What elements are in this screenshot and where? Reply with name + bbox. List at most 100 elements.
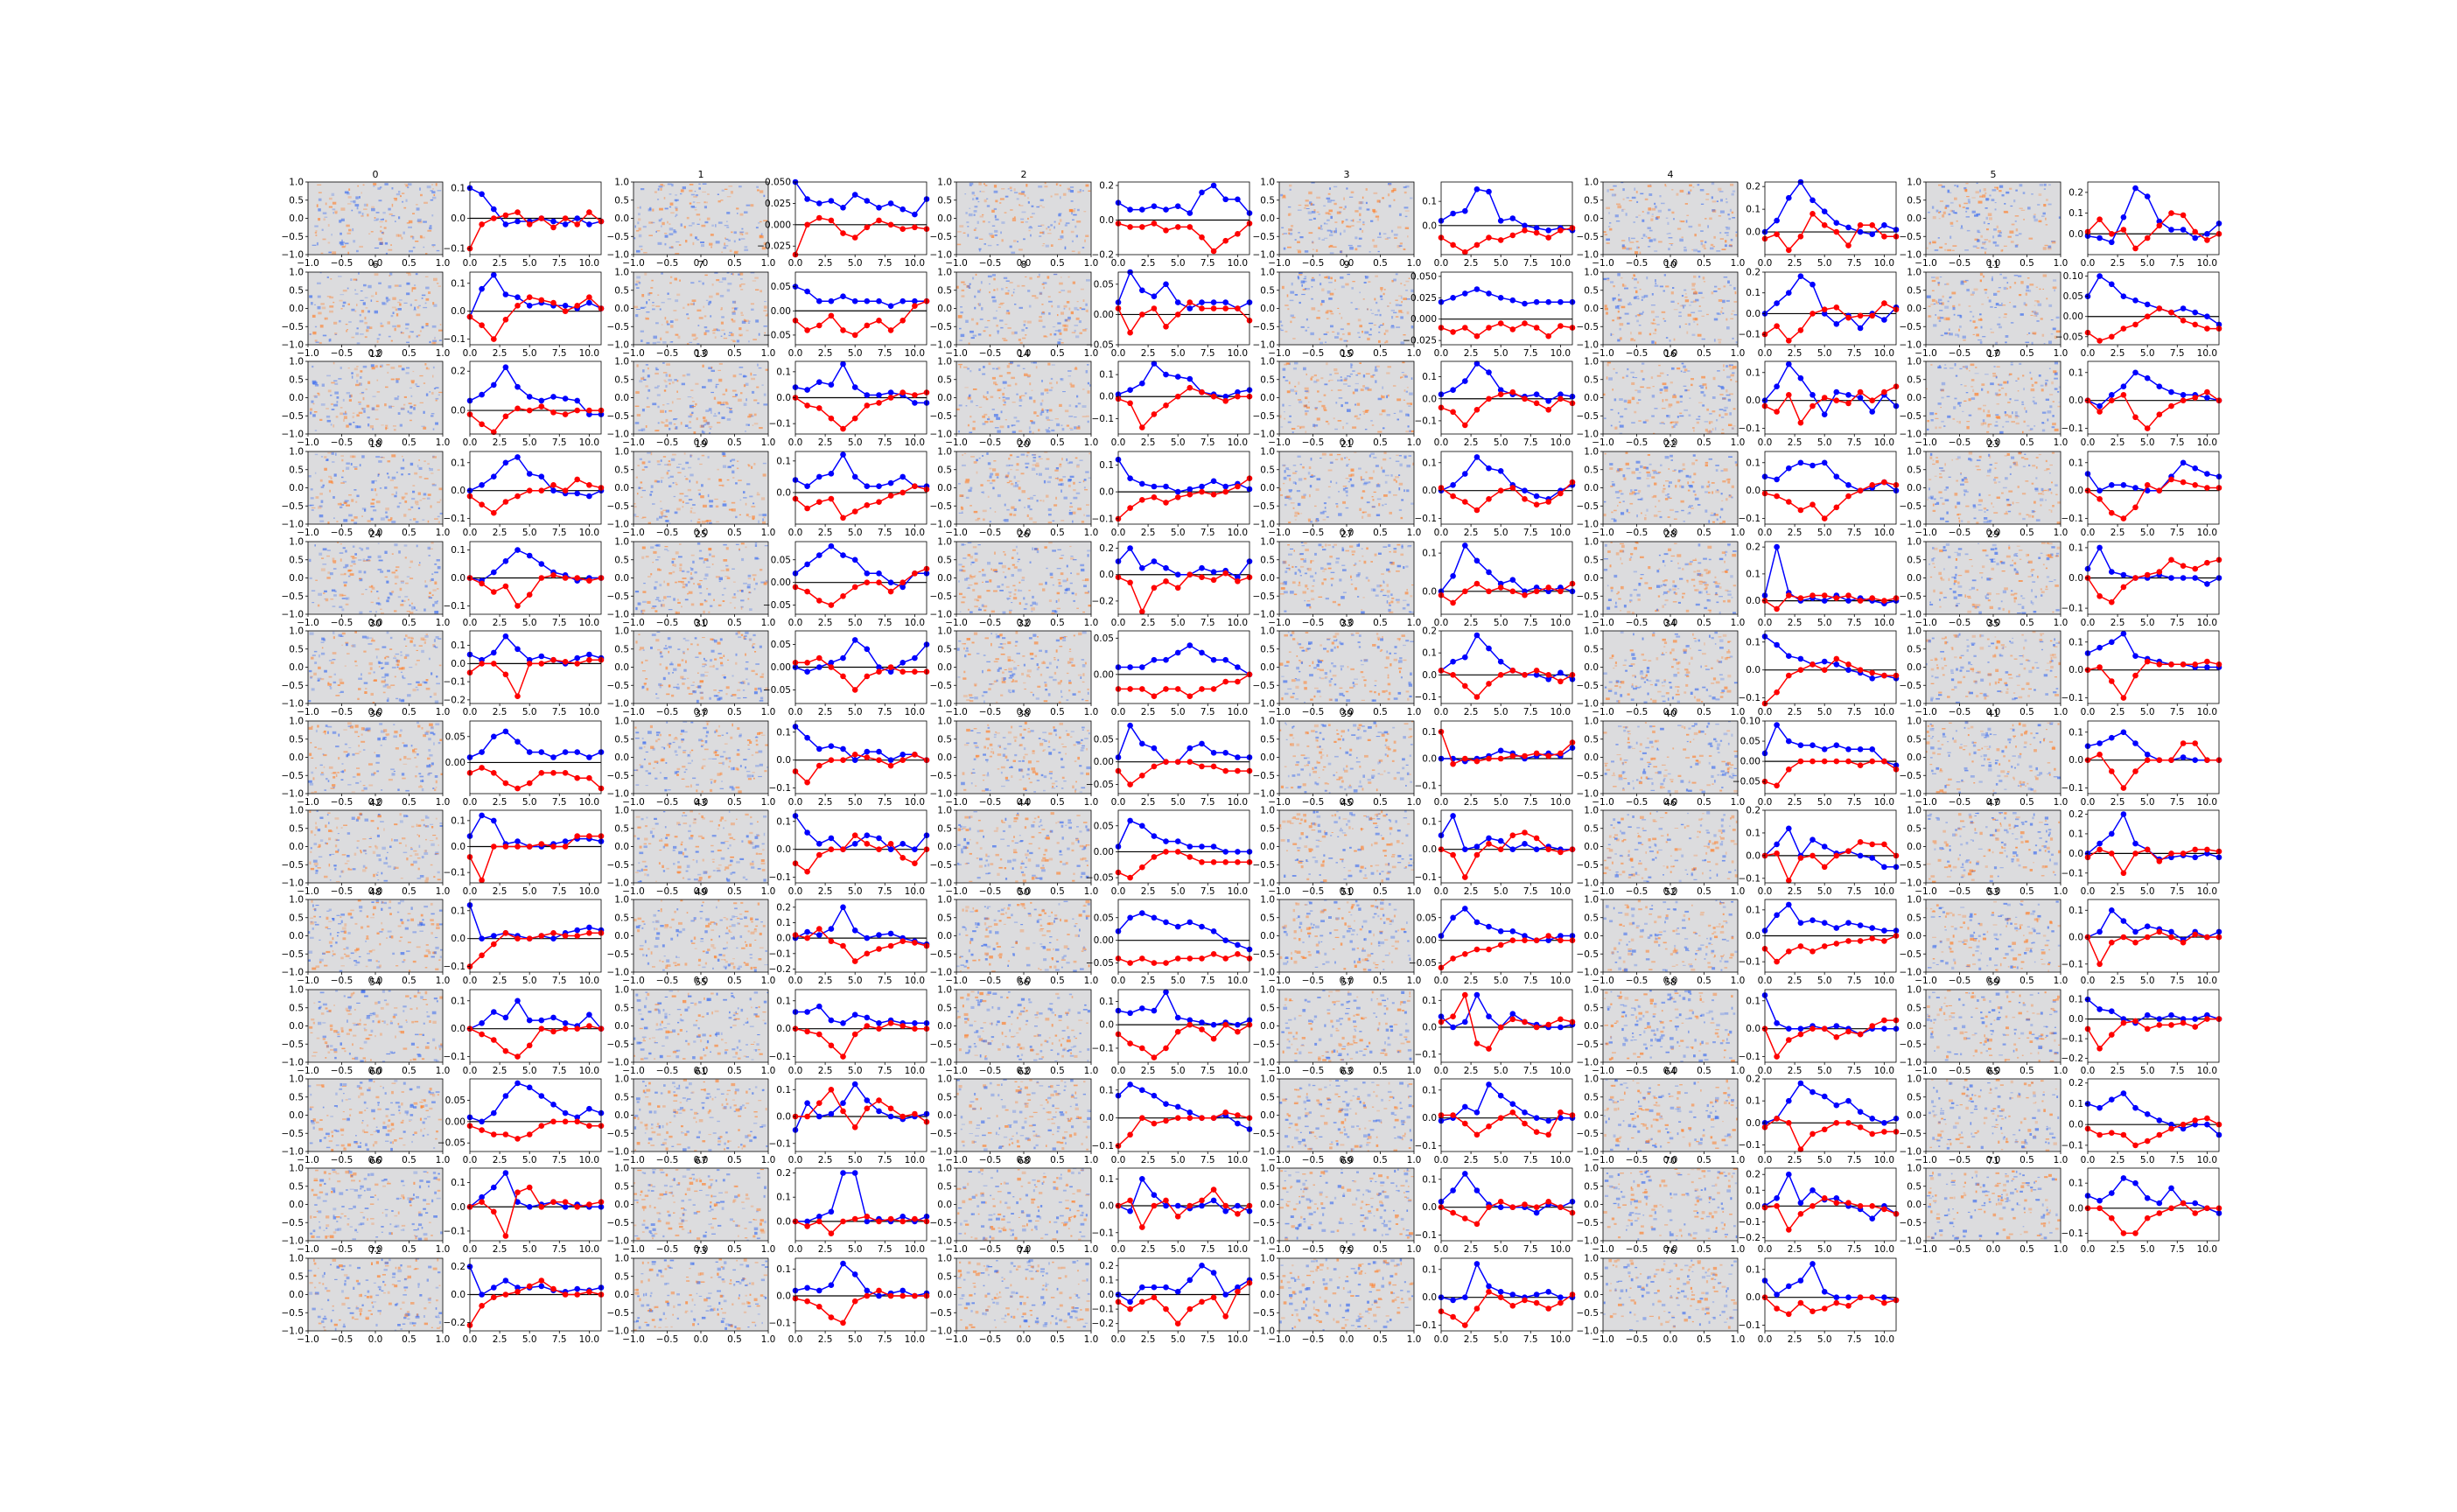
- heatmap-cell: [642, 226, 647, 228]
- heatmap-cell: [395, 308, 398, 312]
- heatmap-cell: [398, 216, 401, 220]
- heatmap-cell: [2005, 335, 2009, 338]
- heatmap-cell: [751, 377, 755, 381]
- heatmap-cell: [1935, 417, 1939, 419]
- heatmap-cell: [1995, 416, 2000, 418]
- heatmap-cell: [393, 429, 396, 431]
- subplot-grid: 0−1.0 −0.5 0.0 0.5 1.01.00.50.0−0.5−1.00.0 2.…: [282, 169, 2222, 1345]
- x-tick-label: 0.5: [1050, 528, 1065, 538]
- heatmap-cell: [1281, 285, 1284, 290]
- heatmap-cell: [2028, 237, 2034, 240]
- heatmap-cell: [1003, 404, 1006, 406]
- blue-series-point: [828, 471, 835, 477]
- heatmap-cell: [1030, 234, 1032, 237]
- heatmap-cell: [423, 220, 427, 223]
- heatmap-cell: [310, 488, 313, 491]
- heatmap-cell: [356, 342, 360, 345]
- heatmap-cell: [1045, 244, 1049, 248]
- heatmap-cell: [340, 455, 344, 457]
- heatmap-cell: [432, 196, 437, 200]
- heatmap-cell: [377, 473, 380, 477]
- heatmap-cell: [1326, 229, 1332, 232]
- heatmap-cell: [717, 401, 722, 404]
- heatmap-cell: [766, 313, 768, 315]
- heatmap-cell: [1704, 241, 1707, 243]
- x-tick-label: 7.5: [878, 528, 892, 538]
- heatmap-cell: [1062, 391, 1066, 393]
- heatmap-cell: [740, 289, 744, 290]
- heatmap-cell: [380, 365, 382, 368]
- heatmap-cell: [1042, 500, 1045, 502]
- blue-series-point: [526, 303, 533, 309]
- heatmap-cell: [1038, 455, 1041, 458]
- heatmap-cell: [1974, 392, 1979, 396]
- heatmap-cell: [1042, 326, 1046, 328]
- heatmap-cell: [657, 242, 662, 245]
- heatmap-cell: [1395, 299, 1398, 301]
- heatmap-cell: [722, 465, 727, 468]
- heatmap-cell: [1362, 220, 1365, 224]
- heatmap-cell: [1373, 244, 1378, 248]
- heatmap-cell: [1018, 192, 1021, 195]
- heatmap-cell: [703, 416, 706, 419]
- heatmap-cell: [430, 413, 435, 415]
- heatmap-cell: [1392, 385, 1396, 387]
- heatmap-cell: [434, 336, 436, 339]
- heatmap-cell: [1626, 374, 1628, 377]
- heatmap-cell: [314, 430, 318, 431]
- heatmap-cell: [1075, 335, 1080, 339]
- heatmap-cell: [2054, 388, 2058, 390]
- heatmap-cell: [1387, 305, 1390, 307]
- heatmap-cell: [2030, 314, 2034, 316]
- heatmap-cell: [956, 243, 962, 246]
- heatmap-cell: [415, 500, 419, 504]
- heatmap-cell: [326, 458, 329, 461]
- heatmap-cell: [1037, 276, 1040, 278]
- heatmap-cell: [992, 299, 997, 303]
- heatmap-cell: [1391, 279, 1394, 283]
- heatmap-cell: [729, 408, 732, 410]
- heatmap-cell: [635, 391, 640, 394]
- heatmap-cell: [648, 292, 653, 295]
- heatmap-cell: [1702, 383, 1707, 386]
- x-tick-label: 0.5: [1373, 348, 1388, 359]
- x-tick-label: 10.0: [2197, 348, 2217, 359]
- heatmap-cell: [416, 313, 421, 317]
- heatmap-cell: [1676, 368, 1681, 370]
- heatmap-cell: [650, 287, 654, 289]
- heatmap-cell: [1684, 203, 1688, 205]
- heatmap-cell: [673, 230, 677, 234]
- heatmap-cell: [2006, 282, 2009, 284]
- x-tick-label: 0.0: [788, 348, 803, 359]
- heatmap-cell: [354, 293, 359, 295]
- heatmap-cell: [313, 411, 318, 413]
- heatmap-cell: [1704, 421, 1708, 423]
- heatmap-cell: [1939, 276, 1942, 278]
- heatmap-cell: [1655, 341, 1656, 345]
- heatmap-cell: [1984, 289, 1988, 291]
- red-series-point: [1509, 232, 1516, 239]
- heatmap-cell: [1385, 340, 1389, 343]
- heatmap-cell: [1727, 214, 1730, 216]
- heatmap-cell: [2012, 305, 2017, 308]
- heatmap-cell: [341, 504, 345, 506]
- heatmap-cell: [1306, 208, 1310, 209]
- heatmap-cell: [1719, 238, 1724, 240]
- x-tick-label: 7.5: [552, 348, 567, 359]
- blue-series-point: [550, 394, 556, 400]
- heatmap-cell: [419, 374, 424, 377]
- heatmap-cell: [1930, 419, 1934, 422]
- blue-series-point: [1881, 317, 1887, 323]
- heatmap-cell: [968, 342, 970, 345]
- heatmap-cell: [979, 318, 984, 320]
- heatmap-cell: [1283, 376, 1285, 379]
- red-series-point: [1786, 247, 1792, 254]
- heatmap-cell: [1046, 276, 1050, 279]
- heatmap-cell: [1986, 390, 1990, 394]
- heatmap-cell: [1618, 307, 1620, 310]
- heatmap-cell: [2048, 340, 2052, 344]
- heatmap-cell: [439, 499, 442, 501]
- heatmap-cell: [968, 287, 971, 289]
- heatmap-cell: [1334, 221, 1338, 223]
- heatmap-cell: [638, 282, 641, 284]
